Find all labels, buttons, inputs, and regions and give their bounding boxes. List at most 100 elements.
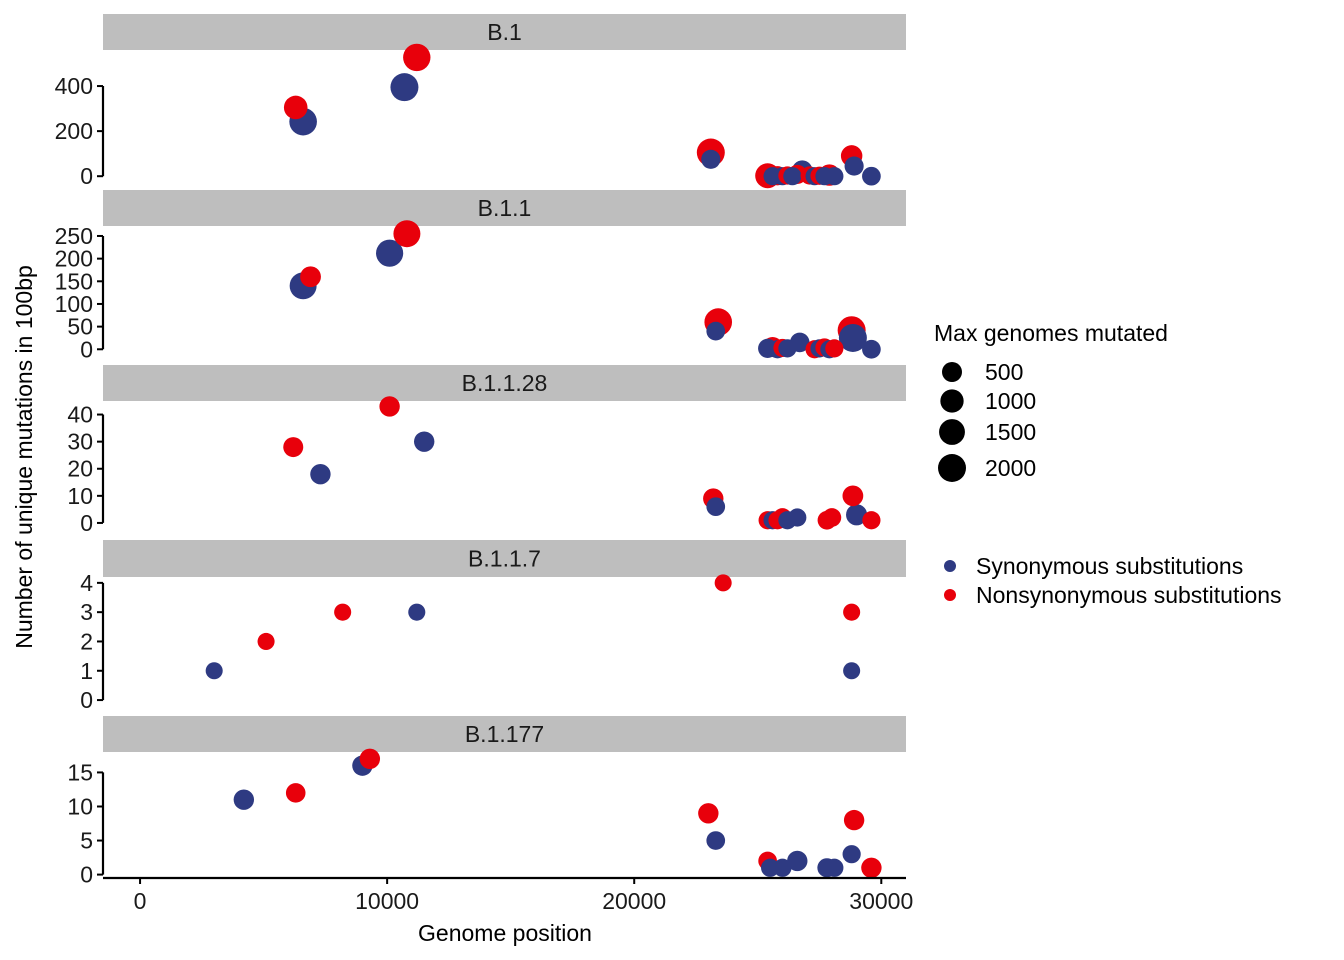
y-tick-label: 1 bbox=[80, 658, 93, 684]
y-tick-label: 4 bbox=[80, 570, 93, 596]
nonsynonymous-point bbox=[862, 511, 881, 530]
facet-strip-label: B.1.1.28 bbox=[462, 370, 548, 396]
legend: Max genomes mutated 500 1000 1500 2000 Syno… bbox=[934, 320, 1282, 608]
synonymous-point bbox=[310, 463, 331, 485]
synonymous-point bbox=[408, 603, 426, 621]
synonymous-point bbox=[701, 149, 721, 169]
nonsynonymous-point bbox=[300, 266, 321, 288]
x-axis: 0 10000 20000 30000 bbox=[103, 876, 913, 914]
color-legend-key bbox=[944, 560, 956, 572]
y-tick-label: 50 bbox=[67, 314, 93, 340]
nonsynonymous-point bbox=[283, 437, 304, 458]
points-layer bbox=[283, 396, 881, 530]
synonymous-point bbox=[390, 73, 419, 102]
y-tick-label: 0 bbox=[80, 862, 93, 888]
synonymous-point bbox=[706, 321, 726, 341]
facet-strip-label: B.1.1 bbox=[478, 195, 532, 221]
size-legend-key bbox=[942, 362, 962, 382]
size-legend-key bbox=[940, 389, 964, 413]
y-tick-label: 2 bbox=[80, 628, 93, 654]
facet-strip bbox=[103, 14, 906, 50]
nonsynonymous-point bbox=[257, 632, 275, 650]
size-legend-title: Max genomes mutated bbox=[934, 320, 1168, 346]
facet-panel: B.1.1.7 0 1 2 3 4 bbox=[80, 540, 906, 713]
size-legend-label: 1500 bbox=[985, 419, 1036, 445]
y-tick-label: 0 bbox=[80, 163, 93, 189]
synonymous-point bbox=[783, 167, 802, 186]
facet-strip-label: B.1.177 bbox=[465, 721, 544, 747]
points-layer bbox=[233, 748, 882, 878]
y-tick-label: 3 bbox=[80, 599, 93, 625]
y-tick-label: 40 bbox=[67, 402, 93, 428]
nonsynonymous-point bbox=[698, 803, 719, 824]
nonsynonymous-point bbox=[403, 43, 431, 72]
nonsynonymous-point bbox=[379, 396, 400, 417]
size-legend-key bbox=[938, 454, 966, 482]
synonymous-point bbox=[843, 662, 861, 680]
facet-strip bbox=[103, 190, 906, 226]
color-legend-label: Synonymous substitutions bbox=[976, 553, 1243, 579]
x-tick-label: 30000 bbox=[849, 888, 913, 914]
synonymous-point bbox=[778, 339, 797, 358]
points-layer bbox=[289, 220, 881, 359]
size-legend-key bbox=[939, 419, 965, 445]
synonymous-point bbox=[706, 497, 726, 517]
facet-panels: B.10200400B.1.1050100150200250B.1.1.2801… bbox=[55, 14, 906, 888]
synonymous-point bbox=[233, 789, 255, 810]
points-layer bbox=[283, 43, 881, 189]
y-tick-label: 5 bbox=[80, 828, 93, 854]
nonsynonymous-point bbox=[842, 485, 864, 507]
facet-panel: B.1 0 200 400 bbox=[55, 14, 906, 189]
synonymous-point bbox=[773, 858, 792, 877]
synonymous-point bbox=[862, 339, 881, 359]
nonsynonymous-point bbox=[393, 220, 421, 248]
synonymous-point bbox=[842, 845, 861, 864]
nonsynonymous-point bbox=[334, 603, 352, 621]
color-legend-key bbox=[944, 589, 956, 601]
facet-strip-label: B.1.1.7 bbox=[468, 546, 541, 572]
synonymous-point bbox=[376, 239, 404, 267]
synonymous-point bbox=[846, 504, 868, 526]
y-tick-label: 200 bbox=[55, 118, 93, 144]
nonsynonymous-point bbox=[359, 748, 381, 770]
nonsynonymous-point bbox=[825, 339, 844, 358]
nonsynonymous-point bbox=[843, 809, 865, 831]
synonymous-point bbox=[414, 431, 435, 452]
x-tick-label: 0 bbox=[134, 888, 147, 914]
size-legend-label: 2000 bbox=[985, 455, 1036, 481]
size-legend-label: 500 bbox=[985, 359, 1023, 385]
y-tick-label: 20 bbox=[67, 456, 93, 482]
facet-strip bbox=[103, 540, 906, 577]
x-tick-label: 20000 bbox=[602, 888, 666, 914]
y-tick-label: 100 bbox=[55, 291, 93, 317]
y-tick-label: 15 bbox=[67, 759, 93, 785]
synonymous-point bbox=[787, 850, 808, 872]
y-tick-label: 150 bbox=[55, 268, 93, 294]
y-tick-label: 250 bbox=[55, 223, 93, 249]
y-tick-label: 400 bbox=[55, 73, 93, 99]
size-legend-label: 1000 bbox=[985, 388, 1036, 414]
y-axis-title: Number of unique mutations in 100bp bbox=[11, 265, 37, 649]
nonsynonymous-point bbox=[714, 574, 732, 592]
y-tick-label: 0 bbox=[80, 687, 93, 713]
y-tick-label: 10 bbox=[67, 793, 93, 819]
color-legend-items: Synonymous substitutions Nonsynonymous su… bbox=[944, 553, 1282, 608]
y-tick-label: 0 bbox=[80, 336, 93, 362]
synonymous-point bbox=[205, 662, 223, 680]
facet-panel: B.1.177 0 5 10 15 bbox=[67, 716, 906, 888]
nonsynonymous-point bbox=[861, 857, 882, 878]
size-legend-items: 500 1000 1500 2000 bbox=[938, 359, 1036, 482]
y-tick-label: 200 bbox=[55, 246, 93, 272]
points-layer bbox=[205, 574, 861, 680]
synonymous-point bbox=[862, 166, 881, 186]
synonymous-point bbox=[825, 167, 844, 186]
synonymous-point bbox=[825, 858, 844, 877]
facet-strip-label: B.1 bbox=[487, 19, 522, 45]
nonsynonymous-point bbox=[822, 508, 842, 527]
nonsynonymous-point bbox=[283, 95, 308, 120]
x-axis-title: Genome position bbox=[418, 920, 592, 946]
x-tick-label: 10000 bbox=[355, 888, 419, 914]
